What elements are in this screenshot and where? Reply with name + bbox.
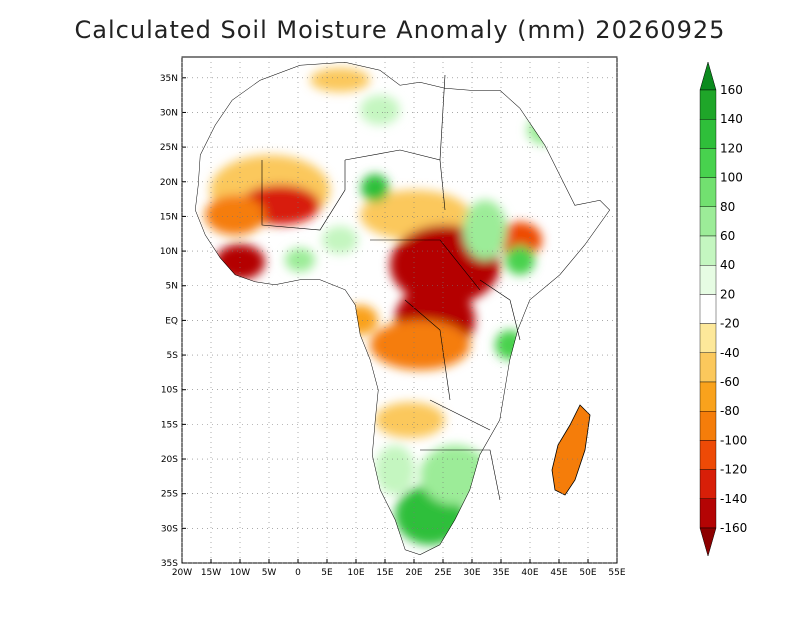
lat-tick-label: 20N bbox=[160, 178, 178, 188]
lat-tick-label: 10N bbox=[160, 247, 178, 257]
colorbar-label: -100 bbox=[720, 433, 747, 447]
graticule bbox=[181, 57, 618, 564]
colorbar-label: -140 bbox=[720, 492, 747, 506]
lat-tick-label: 15N bbox=[160, 212, 178, 222]
colorbar: 160 140 120 100 80 60 40 20 -20 -40 -60 -80 -100 -120… bbox=[699, 61, 747, 557]
colorbar-label: 120 bbox=[720, 141, 743, 155]
lat-tick-label: 30S bbox=[161, 524, 178, 534]
lat-tick-label: 20S bbox=[161, 455, 178, 465]
lon-tick-label: 55E bbox=[608, 568, 625, 578]
lon-tick-label: 10W bbox=[230, 568, 250, 578]
lat-tick-label: 25S bbox=[161, 490, 178, 500]
colorbar-label: 80 bbox=[720, 200, 735, 214]
colorbar-label: 100 bbox=[720, 171, 743, 185]
lat-tick-label: 25N bbox=[160, 143, 178, 153]
country-borders bbox=[261, 74, 521, 501]
colorbar-label: 20 bbox=[720, 287, 735, 301]
colorbar-label: 140 bbox=[720, 112, 743, 126]
lat-tick-label: 35N bbox=[160, 74, 178, 84]
lon-tick-label: 45E bbox=[550, 568, 567, 578]
colorbar-label: -40 bbox=[720, 346, 740, 360]
colorbar-bottom-arrow bbox=[699, 527, 717, 557]
map-title: Calculated Soil Moisture Anomaly (mm) 20… bbox=[74, 16, 726, 44]
lat-tick-label: 30N bbox=[160, 108, 178, 118]
lon-tick-label: 25E bbox=[434, 568, 451, 578]
lon-tick-label: 10E bbox=[347, 568, 364, 578]
lon-tick-label: 5E bbox=[321, 568, 333, 578]
lon-tick-label: 15E bbox=[376, 568, 393, 578]
colorbar-segment bbox=[699, 118, 717, 149]
lat-tick-label: 5N bbox=[166, 282, 178, 292]
colorbar-segment bbox=[699, 148, 717, 178]
colorbar-segment bbox=[699, 294, 717, 324]
madagascar-shading bbox=[551, 404, 591, 496]
colorbar-segment bbox=[699, 177, 717, 208]
colorbar-segment bbox=[699, 323, 717, 354]
lon-tick-label: 20E bbox=[405, 568, 422, 578]
lon-tick-label: 5W bbox=[262, 568, 277, 578]
colorbar-label: -60 bbox=[720, 375, 740, 389]
lon-tick-label: 30E bbox=[463, 568, 480, 578]
colorbar-label: -20 bbox=[720, 317, 740, 331]
colorbar-top-arrow bbox=[699, 61, 717, 91]
colorbar-segment bbox=[699, 498, 717, 529]
colorbar-label: 160 bbox=[720, 83, 743, 97]
colorbar-label: -160 bbox=[720, 521, 747, 535]
lat-tick-label: 5S bbox=[167, 351, 179, 361]
latitude-labels: 35N 30N 25N 20N 15N 10N 5N EQ 5S 10S 15S 20S 25S 30S 3… bbox=[160, 74, 178, 569]
longitude-labels: 20W 15W 10W 5W 0 5E 10E 15E 20E 25E 30E 35E 40E 45E 50… bbox=[172, 568, 626, 578]
colorbar-label: -120 bbox=[720, 463, 747, 477]
lon-tick-label: 15W bbox=[201, 568, 221, 578]
colorbar-segment bbox=[699, 265, 717, 295]
lon-tick-label: 35E bbox=[492, 568, 509, 578]
lat-tick-label: 10S bbox=[161, 386, 178, 396]
colorbar-label: 60 bbox=[720, 229, 735, 243]
lat-tick-label: EQ bbox=[165, 316, 178, 326]
colorbar-segment bbox=[699, 352, 717, 383]
lon-tick-label: 0 bbox=[295, 568, 301, 578]
colorbar-segment bbox=[699, 235, 717, 266]
colorbar-segment bbox=[699, 469, 717, 500]
lon-tick-label: 40E bbox=[521, 568, 538, 578]
colorbar-segment bbox=[699, 411, 717, 441]
lon-tick-label: 20W bbox=[172, 568, 192, 578]
colorbar-segment bbox=[699, 89, 717, 120]
colorbar-segment bbox=[699, 440, 717, 470]
colorbar-label: -80 bbox=[720, 404, 740, 418]
colorbar-segment bbox=[699, 206, 717, 237]
colorbar-segment bbox=[699, 381, 717, 412]
lon-tick-label: 50E bbox=[579, 568, 596, 578]
lat-tick-label: 15S bbox=[161, 420, 178, 430]
lat-tick-label: 35S bbox=[161, 559, 178, 569]
colorbar-label: 40 bbox=[720, 258, 735, 272]
